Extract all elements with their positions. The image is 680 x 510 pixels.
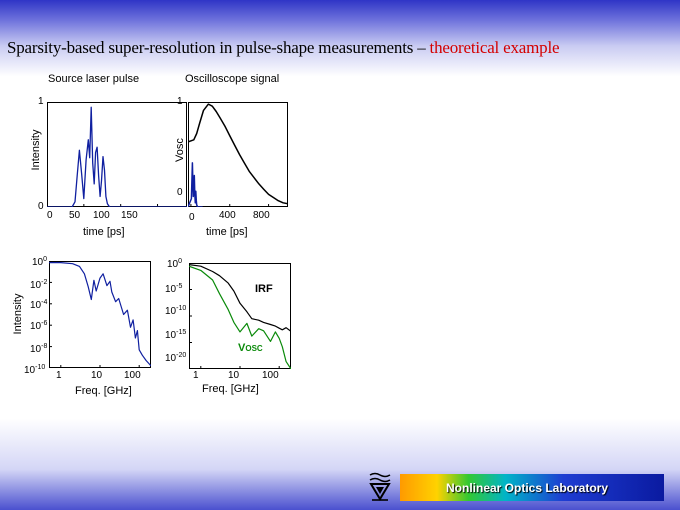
footer-gradient-bar [400, 474, 664, 501]
panel3-ytick-0: 100 [32, 256, 48, 268]
panel4-ytick-3-exp: -15 [176, 329, 187, 336]
vosc-annotation: VOSC [238, 342, 263, 354]
panel3-ytick-2-exp: -4 [41, 299, 48, 306]
panel1-ylabel: Intensity [30, 129, 42, 171]
panel2-xtick-800: 800 [253, 210, 270, 221]
panel3-xtick-100: 100 [124, 370, 141, 381]
panel3-ytick-4: 10-8 [30, 343, 48, 355]
panel1-xtick-150: 150 [121, 210, 138, 221]
panel1-svg [47, 102, 187, 207]
panel3-xtick-10: 10 [91, 370, 103, 381]
svg2-series-0 [188, 103, 288, 205]
panel4-ytick-4: 10-20 [165, 352, 187, 364]
panel4-svg [189, 263, 291, 369]
panel3-ytick-1-exp: -2 [41, 279, 48, 286]
svg1-frame [47, 102, 187, 207]
panel4-ytick-2: 10-10 [165, 305, 187, 317]
title-accent-text: theoretical example [429, 38, 560, 57]
panel3-ytick-4-exp: -8 [41, 343, 48, 350]
panel2-plot-area [188, 102, 288, 207]
panel1-title: Source laser pulse [48, 73, 140, 85]
panel3-ytick-5-exp: -10 [35, 364, 46, 371]
panel3-xlabel: Freq. [GHz] [75, 385, 132, 397]
panel3-ylabel: Intensity [12, 293, 24, 335]
panel2-title: Oscilloscope signal [185, 73, 280, 85]
panel3-ytick-1: 10-2 [30, 279, 48, 291]
panel2-svg [188, 102, 288, 207]
panel3-plot-area [49, 261, 151, 368]
panel1-xtick-0: 0 [47, 210, 53, 221]
panel1-plot-area [47, 102, 187, 207]
panel4-ytick-0: 100 [167, 258, 183, 270]
panel2-xtick-0: 0 [189, 212, 195, 223]
panel4-ytick-2-exp: -10 [176, 305, 187, 312]
panel3-ytick-5: 10-10 [24, 364, 46, 376]
irf-annotation: IRF [255, 283, 273, 295]
vosc-annotation-sub: OSC [245, 344, 263, 353]
panel3-ytick-3: 10-6 [30, 320, 48, 332]
panel3-xtick-1: 1 [56, 370, 62, 381]
svg3-series-0 [49, 262, 151, 367]
svg1-series-0 [47, 106, 187, 207]
panel2-xlabel: time [ps] [206, 226, 248, 238]
panel4-xlabel: Freq. [GHz] [202, 383, 259, 395]
panel4-plot-area [189, 263, 291, 369]
vosc-annotation-main: V [238, 342, 246, 354]
panel1-xlabel: time [ps] [83, 226, 125, 238]
svg2-frame [188, 102, 288, 207]
panel4-xtick-100: 100 [262, 370, 279, 381]
panel2-ylabel: Vosc [174, 138, 186, 162]
panel4-xtick-1: 1 [193, 370, 199, 381]
panel4-ytick-4-exp: -20 [176, 352, 187, 359]
panel3-svg [49, 261, 151, 368]
panel1-xtick-50: 50 [69, 210, 81, 221]
panel3-ytick-2: 10-4 [30, 299, 48, 311]
panel4-xtick-10: 10 [228, 370, 240, 381]
panel4-ytick-0-exp: 0 [178, 258, 183, 265]
slide-title: Sparsity-based super-resolution in pulse… [7, 38, 560, 58]
footer-label: Nonlinear Optics Laboratory [446, 481, 609, 495]
panel4-ytick-1-exp: -5 [176, 283, 183, 290]
panel1-ytick-top: 1 [38, 96, 44, 107]
panel4-ytick-3: 10-15 [165, 329, 187, 341]
panel2-ytick-bottom: 0 [177, 187, 183, 198]
panel1-xtick-100: 100 [93, 210, 110, 221]
title-main-text: Sparsity-based super-resolution in pulse… [7, 38, 430, 57]
panel4-ytick-1: 10-5 [165, 283, 183, 295]
panel3-ytick-3-exp: -6 [41, 320, 48, 327]
panel2-xtick-400: 400 [219, 210, 236, 221]
svg4-series-1 [189, 265, 291, 369]
panel3-ytick-0-exp: 0 [43, 256, 48, 263]
svg2-series-1 [188, 162, 203, 207]
technion-logo-icon [369, 472, 391, 501]
panel1-ytick-bottom: 0 [38, 201, 44, 212]
svg4-series-0 [189, 264, 291, 332]
panel2-ytick-top: 1 [177, 96, 183, 107]
